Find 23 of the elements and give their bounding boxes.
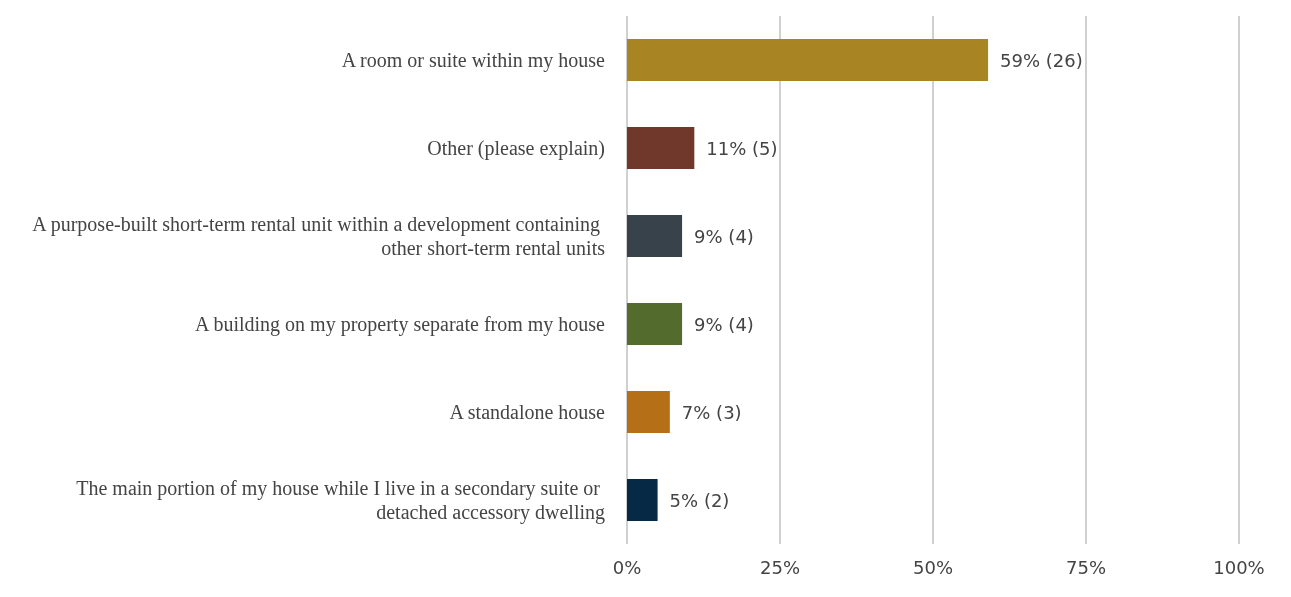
x-tick-label: 25% (759, 556, 801, 578)
x-tick-label: 75% (1065, 556, 1107, 578)
y-tick-label: Other (please explain) (427, 137, 605, 160)
data-label: 5% (2) (669, 489, 730, 511)
x-tick-label: 0% (612, 556, 642, 578)
y-tick-label: A room or suite within my house (341, 49, 606, 72)
data-label: 9% (4) (694, 225, 754, 247)
bar (627, 479, 658, 521)
x-tick-label: 100% (1213, 556, 1265, 578)
bar (627, 391, 670, 433)
data-label: 7% (3) (681, 401, 742, 423)
data-label: 59% (26) (1000, 49, 1083, 71)
x-tick-label: 50% (912, 556, 954, 578)
data-label: 9% (4) (694, 313, 754, 335)
y-tick-label: A standalone house (449, 401, 606, 423)
y-tick-label: A purpose-built short-term rental unit within a development containing other short-term rental units (32, 213, 606, 259)
data-label: 11% (5) (706, 137, 778, 159)
bar (627, 303, 683, 345)
bar (627, 127, 695, 169)
bar (627, 39, 989, 81)
bar (627, 215, 683, 257)
y-tick-label: A building on my property separate from my house (195, 313, 606, 336)
y-tick-label: The main portion of my house while I live in a secondary suite or detached accessory dwelling (76, 477, 605, 524)
